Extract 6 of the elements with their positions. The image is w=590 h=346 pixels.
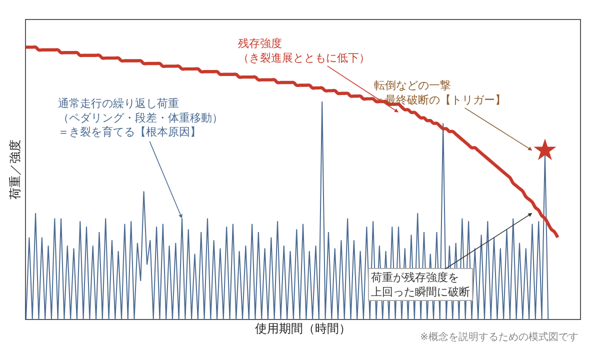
- annotation: 荷重が残存強度を上回った瞬間に破断: [371, 271, 470, 298]
- text: ※概念を説明するための模式図です: [420, 331, 578, 343]
- y-axis-title: 荷重／強度: [8, 140, 22, 200]
- annotation: 通常走行の繰り返し荷重（ペダリング・段差・体重移動）＝き裂を育てる【根本原因】: [58, 97, 223, 139]
- x-axis-title: 使用期間（時間）: [255, 321, 351, 336]
- annotation: 残存強度（き裂進展とともに低下）: [238, 37, 370, 64]
